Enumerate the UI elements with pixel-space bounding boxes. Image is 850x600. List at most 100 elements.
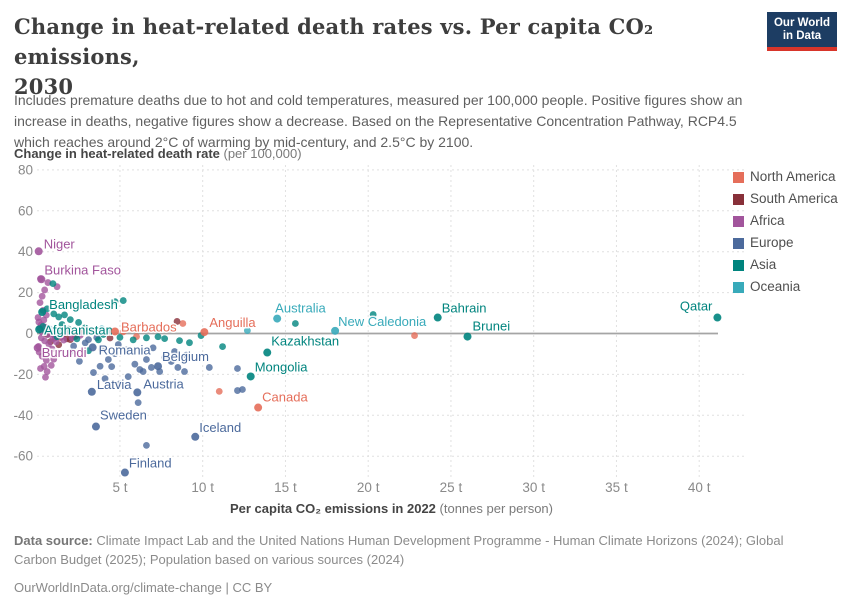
data-point[interactable]	[369, 311, 377, 318]
data-point[interactable]	[411, 332, 418, 339]
data-point[interactable]	[181, 368, 188, 375]
data-point-latvia[interactable]	[87, 387, 96, 396]
data-point[interactable]	[61, 311, 68, 319]
data-point-afghanistan[interactable]	[35, 325, 44, 334]
data-point[interactable]	[124, 373, 132, 381]
point-label-mongolia[interactable]: Mongolia	[253, 358, 310, 376]
point-label-niger[interactable]: Niger	[42, 235, 77, 253]
data-point[interactable]	[143, 441, 150, 449]
data-point[interactable]	[52, 338, 60, 346]
data-point[interactable]	[116, 333, 124, 341]
data-point[interactable]	[106, 334, 114, 342]
data-point[interactable]	[111, 350, 119, 357]
data-point[interactable]	[111, 298, 119, 305]
data-point[interactable]	[167, 358, 175, 365]
data-point[interactable]	[58, 321, 66, 328]
data-point[interactable]	[40, 363, 48, 370]
point-label-afghanistan[interactable]: Afghanistan	[43, 321, 115, 339]
data-point[interactable]	[149, 344, 157, 352]
legend-item-asia[interactable]: Asia	[733, 258, 838, 272]
data-point[interactable]	[134, 399, 142, 407]
data-point-australia[interactable]	[273, 314, 282, 323]
point-label-new-caledonia[interactable]: New Caledonia	[337, 312, 429, 330]
data-point[interactable]	[45, 340, 53, 348]
data-point[interactable]	[48, 345, 56, 353]
data-point[interactable]	[291, 320, 299, 327]
data-point[interactable]	[75, 319, 82, 326]
data-point[interactable]	[76, 357, 83, 365]
point-label-burundi[interactable]: Burundi	[40, 343, 88, 361]
data-point[interactable]	[85, 336, 92, 344]
data-point[interactable]	[98, 325, 106, 333]
data-point-romania[interactable]	[88, 343, 97, 352]
data-point[interactable]	[50, 310, 58, 318]
data-point[interactable]	[219, 343, 226, 350]
data-point[interactable]	[38, 292, 46, 300]
data-point[interactable]	[131, 360, 139, 368]
point-label-kazakhstan[interactable]: Kazakhstan	[270, 332, 341, 350]
data-point[interactable]	[186, 339, 193, 347]
point-label-anguilla[interactable]: Anguilla	[208, 314, 258, 332]
data-point-sweden[interactable]	[91, 422, 100, 431]
data-point[interactable]	[47, 325, 54, 333]
data-point-kazakhstan[interactable]	[263, 348, 272, 357]
data-point[interactable]	[41, 286, 49, 294]
data-point[interactable]	[70, 342, 78, 350]
data-point[interactable]	[114, 341, 122, 348]
data-point[interactable]	[104, 356, 112, 363]
data-point[interactable]	[73, 335, 81, 343]
point-label-bahrain[interactable]: Bahrain	[440, 299, 488, 317]
data-point-barbados[interactable]	[110, 327, 119, 336]
data-point[interactable]	[176, 337, 183, 345]
legend-item-north-america[interactable]: North America	[733, 170, 838, 184]
point-label-bangladesh[interactable]: Bangladesh	[48, 296, 120, 314]
data-point[interactable]	[100, 331, 107, 338]
data-point[interactable]	[90, 369, 97, 376]
data-point-brunei[interactable]	[463, 332, 472, 341]
legend-item-oceania[interactable]: Oceania	[733, 280, 838, 294]
data-point[interactable]	[50, 355, 58, 363]
data-point-canada[interactable]	[254, 403, 263, 412]
data-point[interactable]	[143, 334, 150, 342]
data-point[interactable]	[38, 352, 46, 360]
point-label-burkina-faso[interactable]: Burkina Faso	[43, 261, 123, 279]
data-point[interactable]	[81, 324, 89, 332]
data-point[interactable]	[66, 316, 74, 323]
data-point[interactable]	[55, 328, 63, 336]
data-point[interactable]	[101, 375, 109, 383]
data-point-bangladesh[interactable]	[38, 308, 47, 317]
data-point[interactable]	[49, 280, 57, 288]
point-label-finland[interactable]: Finland	[127, 454, 173, 472]
data-point-burkina-faso[interactable]	[37, 275, 46, 284]
point-label-australia[interactable]: Australia	[274, 299, 328, 317]
data-point[interactable]	[173, 318, 181, 325]
data-point[interactable]	[119, 297, 127, 304]
data-point[interactable]	[66, 348, 74, 356]
data-point[interactable]	[143, 356, 150, 363]
data-point-burundi[interactable]	[33, 343, 42, 352]
data-point[interactable]	[243, 327, 251, 335]
point-label-barbados[interactable]: Barbados	[119, 318, 178, 336]
data-point-finland[interactable]	[120, 468, 129, 477]
data-point[interactable]	[47, 362, 55, 369]
legend-item-africa[interactable]: Africa	[733, 214, 838, 228]
point-label-austria[interactable]: Austria	[142, 375, 186, 393]
data-point[interactable]	[179, 320, 187, 327]
point-label-sweden[interactable]: Sweden	[98, 406, 148, 424]
data-point[interactable]	[139, 368, 147, 375]
data-point[interactable]	[116, 380, 124, 388]
data-point[interactable]	[234, 387, 241, 394]
point-label-iceland[interactable]: Iceland	[198, 418, 243, 436]
data-point[interactable]	[42, 356, 50, 364]
data-point[interactable]	[40, 316, 48, 324]
data-point[interactable]	[95, 336, 102, 344]
data-point-belgium[interactable]	[154, 362, 163, 371]
point-label-qatar[interactable]: Qatar	[678, 297, 714, 315]
data-point[interactable]	[205, 364, 213, 371]
data-point[interactable]	[90, 327, 97, 335]
data-point[interactable]	[60, 336, 68, 344]
data-point-anguilla[interactable]	[200, 328, 209, 337]
data-point[interactable]	[171, 348, 178, 355]
data-point[interactable]	[42, 373, 49, 381]
data-point-bahrain[interactable]	[433, 313, 442, 322]
